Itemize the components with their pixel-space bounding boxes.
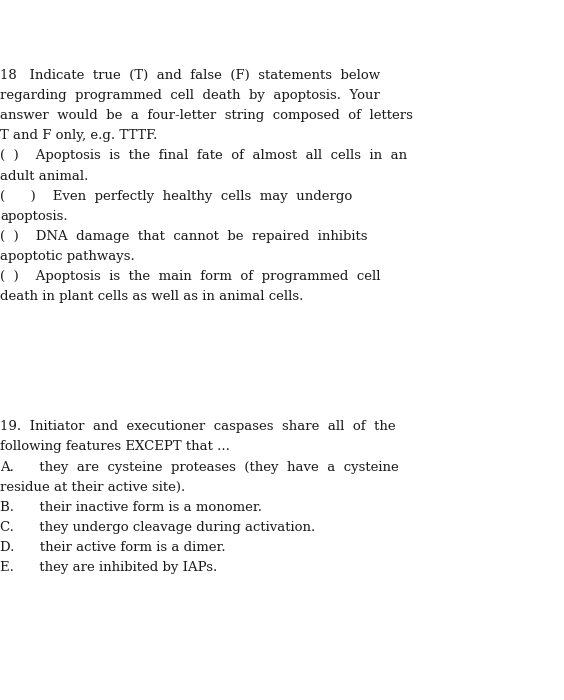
Text: D.      their active form is a dimer.: D. their active form is a dimer. [1,541,226,554]
Text: A.      they  are  cysteine  proteases  (they  have  a  cysteine: A. they are cysteine proteases (they hav… [1,461,399,474]
Text: (  )    Apoptosis  is  the  final  fate  of  almost  all  cells  in  an: ( ) Apoptosis is the final fate of almos… [1,150,408,162]
Text: following features EXCEPT that ...: following features EXCEPT that ... [1,440,230,454]
Text: 18   Indicate  true  (T)  and  false  (F)  statements  below: 18 Indicate true (T) and false (F) state… [1,69,381,82]
Text: apoptosis.: apoptosis. [1,210,68,223]
Text: adult animal.: adult animal. [1,169,89,183]
Text: E.      they are inhibited by IAPs.: E. they are inhibited by IAPs. [1,561,218,574]
Text: (  )    DNA  damage  that  cannot  be  repaired  inhibits: ( ) DNA damage that cannot be repaired i… [1,230,368,243]
Text: B.      their inactive form is a monomer.: B. their inactive form is a monomer. [1,501,262,514]
Text: residue at their active site).: residue at their active site). [1,481,186,493]
Text: (  )    Apoptosis  is  the  main  form  of  programmed  cell: ( ) Apoptosis is the main form of progra… [1,270,381,284]
Text: death in plant cells as well as in animal cells.: death in plant cells as well as in anima… [1,290,304,304]
Text: 19.  Initiator  and  executioner  caspases  share  all  of  the: 19. Initiator and executioner caspases s… [1,420,396,433]
Text: regarding  programmed  cell  death  by  apoptosis.  Your: regarding programmed cell death by apopt… [1,89,380,102]
Text: answer  would  be  a  four-letter  string  composed  of  letters: answer would be a four-letter string com… [1,109,413,122]
Text: C.      they undergo cleavage during activation.: C. they undergo cleavage during activati… [1,521,316,534]
Text: T and F only, e.g. TTTF.: T and F only, e.g. TTTF. [1,130,158,142]
Text: (      )    Even  perfectly  healthy  cells  may  undergo: ( ) Even perfectly healthy cells may und… [1,190,352,203]
Text: apoptotic pathways.: apoptotic pathways. [1,250,135,263]
